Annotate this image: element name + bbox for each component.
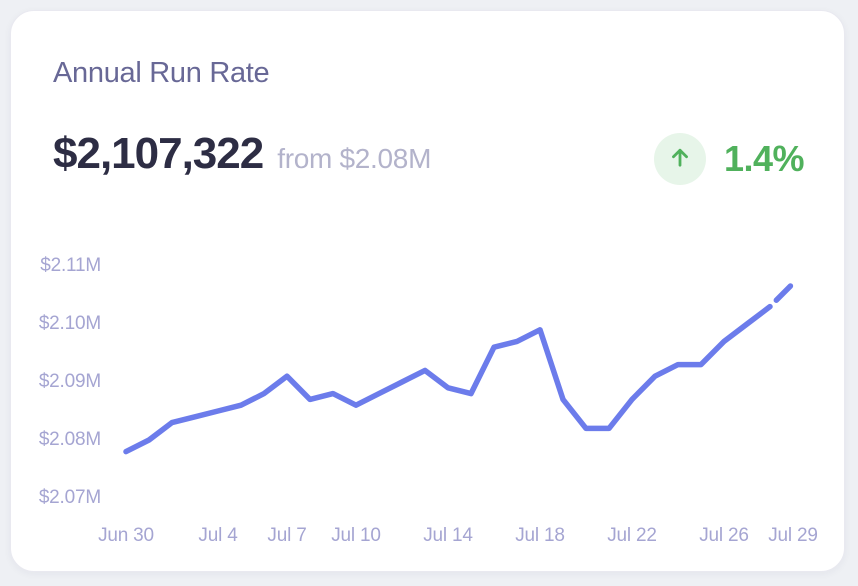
- run-rate-chart: $2.11M $2.10M $2.09M $2.08M $2.07M Jun 30 Jul…: [11, 11, 844, 571]
- y-axis-tick-label: $2.10M: [38, 313, 101, 334]
- x-axis-tick-label: Jul 18: [515, 525, 565, 546]
- run-rate-line-projected: [767, 280, 796, 310]
- card-title: Annual Run Rate: [53, 57, 270, 89]
- x-axis-tick-label: Jul 29: [768, 525, 818, 546]
- x-axis-tick-label: Jul 26: [699, 525, 749, 546]
- y-axis-tick-label: $2.11M: [40, 255, 101, 276]
- y-axis-tick-label: $2.09M: [38, 371, 101, 392]
- change-badge: [653, 133, 706, 185]
- change-percent: 1.4%: [723, 138, 805, 179]
- x-axis-tick-label: Jul 10: [331, 525, 381, 546]
- x-axis-tick-label: Jul 14: [423, 525, 473, 546]
- x-axis-tick-label: Jul 7: [267, 525, 307, 546]
- metric-comparison: from $2.08M: [277, 143, 432, 174]
- run-rate-line: [123, 303, 773, 455]
- y-axis-tick-label: $2.07M: [38, 487, 101, 508]
- x-axis-tick-label: Jul 22: [607, 525, 657, 546]
- arrow-up-icon: [666, 143, 694, 176]
- y-axis-tick-label: $2.08M: [38, 429, 101, 450]
- run-rate-chart-svg[interactable]: [11, 11, 846, 573]
- metric-row: $2,107,322 from $2.08M: [53, 129, 431, 179]
- x-axis-tick-label: Jul 4: [198, 525, 238, 546]
- metric-value: $2,107,322: [53, 129, 264, 178]
- annual-run-rate-card: Annual Run Rate $2,107,322 from $2.08M 1…: [10, 10, 845, 572]
- x-axis-tick-label: Jun 30: [98, 525, 154, 546]
- change-indicator: 1.4%: [653, 133, 805, 185]
